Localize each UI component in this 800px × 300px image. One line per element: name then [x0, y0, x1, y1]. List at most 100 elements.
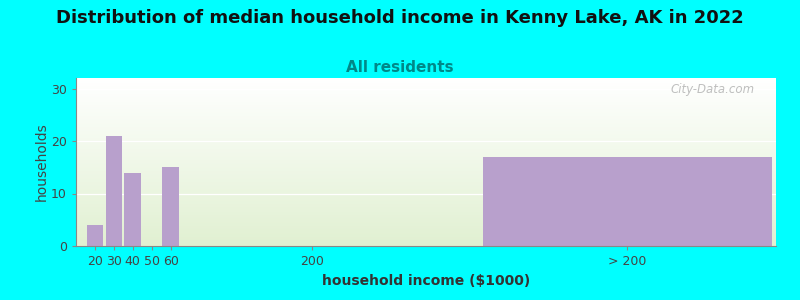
Bar [76, 161, 776, 162]
Bar [76, 142, 776, 143]
Bar [76, 200, 776, 201]
Bar [76, 238, 776, 239]
Bar [76, 150, 776, 151]
Bar [76, 220, 776, 221]
Bar [76, 149, 776, 150]
Bar [76, 84, 776, 85]
Bar [76, 117, 776, 118]
Bar [76, 244, 776, 245]
Bar [76, 130, 776, 131]
Bar [76, 140, 776, 141]
Bar [76, 136, 776, 137]
Bar [76, 219, 776, 220]
Text: City-Data.com: City-Data.com [671, 83, 755, 96]
Bar [76, 203, 776, 204]
Bar [76, 93, 776, 94]
Bar [76, 242, 776, 243]
Text: All residents: All residents [346, 60, 454, 75]
Bar [76, 197, 776, 198]
Bar [76, 103, 776, 104]
Bar [76, 237, 776, 238]
Bar [76, 129, 776, 130]
Bar [76, 243, 776, 244]
Bar [76, 164, 776, 165]
Bar [76, 196, 776, 197]
Bar [76, 241, 776, 242]
Bar [162, 167, 179, 246]
Bar [76, 138, 776, 139]
Bar [76, 172, 776, 173]
Bar [76, 137, 776, 138]
Bar [76, 107, 776, 108]
Bar [76, 222, 776, 223]
Bar [76, 147, 776, 148]
Bar [76, 226, 776, 227]
Bar [76, 115, 776, 116]
Bar [76, 176, 776, 177]
Bar [76, 101, 776, 102]
Bar [76, 102, 776, 103]
Bar [76, 111, 776, 112]
Bar [76, 184, 776, 185]
Bar [76, 138, 776, 139]
Bar [76, 90, 776, 91]
Bar [76, 117, 776, 118]
Bar [76, 131, 776, 132]
Bar [76, 87, 776, 88]
Bar [76, 231, 776, 232]
Bar [76, 171, 776, 172]
Bar [76, 198, 776, 199]
Bar [76, 180, 776, 181]
Bar [76, 208, 776, 209]
Bar [76, 78, 776, 79]
Bar [76, 180, 776, 181]
Bar [76, 174, 776, 175]
Bar [76, 205, 776, 206]
Bar [76, 165, 776, 166]
Bar [76, 118, 776, 119]
Bar [76, 100, 776, 101]
Bar [76, 214, 776, 215]
Bar [76, 204, 776, 205]
Bar [76, 227, 776, 228]
Bar [76, 188, 776, 189]
Bar [76, 99, 776, 100]
Bar [76, 95, 776, 96]
Bar [76, 218, 776, 219]
Bar [76, 79, 776, 80]
Bar [76, 116, 776, 117]
Bar [76, 232, 776, 233]
Bar [76, 123, 776, 124]
Bar [76, 183, 776, 184]
Bar [76, 166, 776, 167]
Bar [76, 159, 776, 160]
Bar [76, 135, 776, 136]
Bar [76, 194, 776, 195]
Bar [76, 96, 776, 97]
Bar [76, 185, 776, 186]
Bar [76, 170, 776, 171]
Bar [76, 169, 776, 170]
Bar [76, 114, 776, 115]
Bar [76, 195, 776, 196]
Bar [76, 163, 776, 164]
Bar [76, 193, 776, 194]
Bar [76, 119, 776, 120]
Bar [76, 211, 776, 212]
Bar [76, 159, 776, 160]
Bar [76, 91, 776, 92]
Bar [76, 189, 776, 190]
Bar [76, 94, 776, 95]
Bar [76, 121, 776, 122]
Bar [76, 175, 776, 176]
Bar [76, 145, 776, 146]
Bar [76, 97, 776, 98]
Bar [76, 238, 776, 239]
Bar [76, 177, 776, 178]
Bar [76, 181, 776, 182]
Bar [482, 157, 772, 246]
Bar [76, 156, 776, 157]
Bar [76, 108, 776, 109]
Bar [76, 92, 776, 93]
Bar [76, 209, 776, 210]
